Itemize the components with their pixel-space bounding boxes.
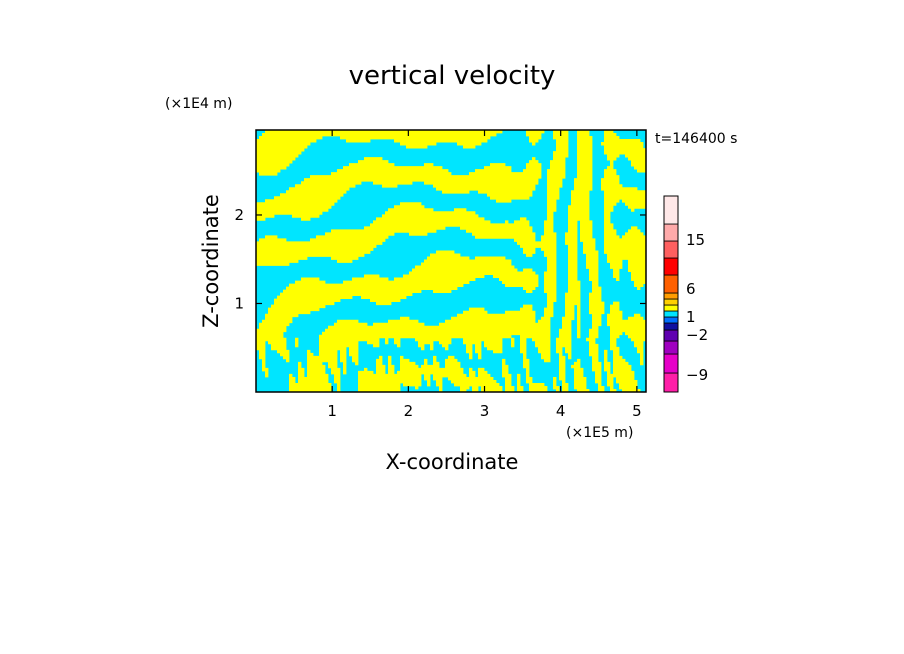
colorbar-tick-labels: 15 6 1−2 −9 xyxy=(686,231,708,384)
x-tick-label: 2 xyxy=(404,402,414,420)
colorbar-tick-label: 6 xyxy=(686,280,696,298)
plot-frame xyxy=(255,129,647,393)
colorbar-level xyxy=(663,257,679,276)
colorbar-level xyxy=(663,372,679,393)
colorbar-level xyxy=(663,316,679,324)
colorbar-level xyxy=(663,310,679,318)
y-axis-title: Z-coordinate xyxy=(199,194,223,328)
colorbar-level xyxy=(663,223,679,242)
colorbar-level xyxy=(663,292,679,300)
x-axis-title: X-coordinate xyxy=(386,450,519,474)
y-tick-label: 2 xyxy=(234,206,244,224)
colorbar xyxy=(663,195,679,393)
colorbar-level xyxy=(663,195,679,225)
colorbar-level xyxy=(663,298,679,306)
x-tick-label: 4 xyxy=(556,402,566,420)
x-axis-unit: (×1E5 m) xyxy=(566,425,633,441)
colorbar-tick-label: −9 xyxy=(686,366,708,384)
time-label: t=146400 s xyxy=(655,131,737,147)
colorbar-tick-label: 15 xyxy=(686,231,705,249)
y-axis-ticks: 12 xyxy=(234,206,646,312)
x-tick-label: 5 xyxy=(632,402,642,420)
y-axis-unit: (×1E4 m) xyxy=(165,96,232,112)
colorbar-level xyxy=(663,274,679,294)
colorbar-level xyxy=(663,340,679,355)
y-tick-label: 1 xyxy=(234,294,244,312)
colorbar-tick-label: −2 xyxy=(686,326,708,344)
colorbar-level xyxy=(663,304,679,312)
x-tick-label: 3 xyxy=(480,402,490,420)
chart-title: vertical velocity xyxy=(349,61,556,91)
colorbar-level xyxy=(663,322,679,331)
positive-velocity-region xyxy=(256,130,646,392)
colorbar-tick-label: 1 xyxy=(686,308,696,326)
colorbar-level xyxy=(663,240,679,259)
colorbar-level xyxy=(663,353,679,374)
colorbar-level xyxy=(663,329,679,342)
velocity-field xyxy=(256,130,646,392)
x-axis-ticks: 1 2 3 4 5 xyxy=(327,130,642,420)
x-tick-label: 1 xyxy=(327,402,337,420)
colorbar-frame xyxy=(663,195,679,393)
